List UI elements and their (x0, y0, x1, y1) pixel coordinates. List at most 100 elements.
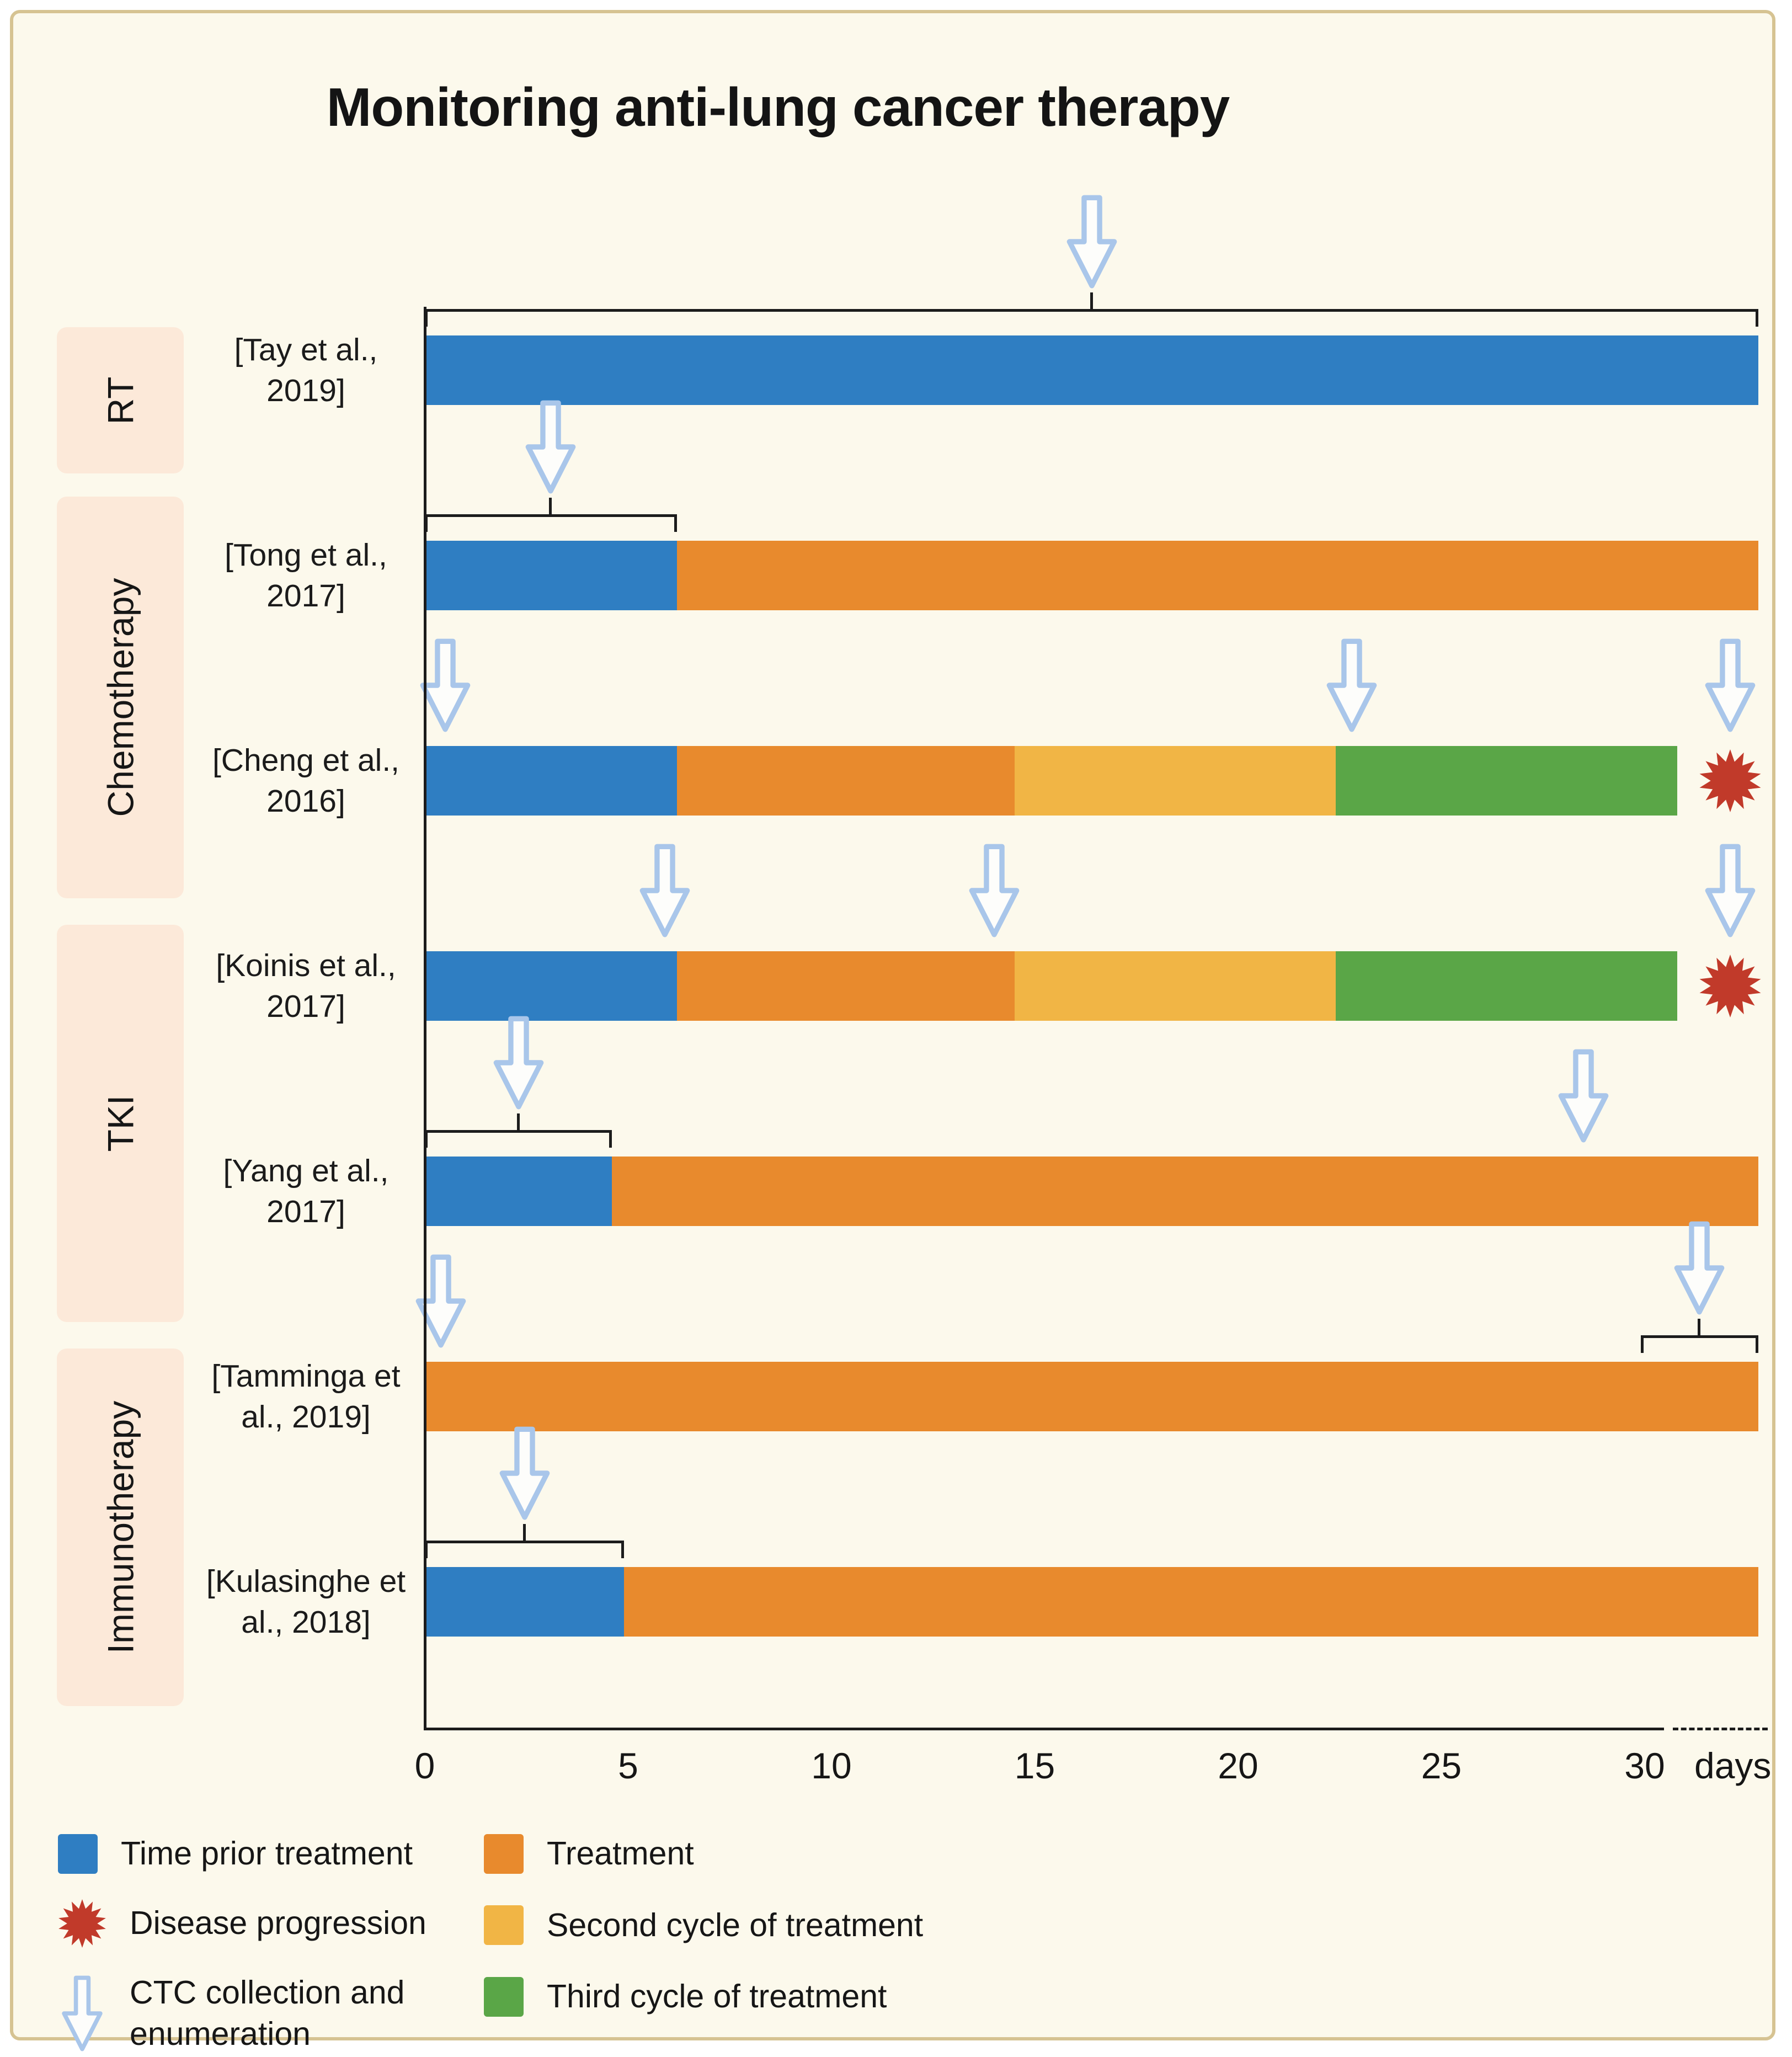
group-label-text: RT (99, 376, 141, 424)
time-prior-treatment-swatch (58, 1834, 98, 1874)
ctc-arrow (1705, 638, 1756, 732)
ctc-arrow (1559, 1049, 1609, 1143)
bracket-line (425, 514, 677, 517)
ctc-arrow-icon (1066, 194, 1118, 289)
bar-segment-treatment (425, 1362, 1759, 1431)
bracket-center-tick (516, 1113, 520, 1130)
legend-right-column: Treatment Second cycle of treatment Thir… (484, 1833, 923, 2018)
ctc-arrow (1066, 195, 1117, 289)
bar-segment-second-cycle (1014, 951, 1336, 1021)
y-axis-line (424, 307, 426, 1730)
ctc-arrow-icon (1704, 843, 1756, 938)
bracket-center-tick (1698, 1319, 1701, 1335)
bracket-center-tick (522, 1524, 526, 1541)
bracket-end-right (1756, 309, 1759, 327)
ctc-arrow (969, 844, 1020, 937)
ctc-arrow (1327, 638, 1377, 732)
ctc-arrow-icon (1326, 638, 1378, 733)
ctc-arrow (493, 1016, 543, 1110)
citation-label: [Yang et al., 2017] (223, 1153, 389, 1229)
bracket-end-right (674, 514, 677, 532)
axis-tick-label: 10 (811, 1745, 852, 1786)
treatment-swatch (484, 1834, 524, 1874)
ctc-arrow (639, 844, 690, 937)
citation-label: [Tong et al., 2017] (225, 537, 387, 614)
bar-segment-treatment (676, 951, 1015, 1021)
legend-item-third-cycle: Third cycle of treatment (484, 1976, 923, 2018)
ctc-arrow-icon (58, 1973, 106, 2054)
ctc-arrow (416, 1254, 466, 1348)
bracket-line (425, 1130, 612, 1133)
bracket-end-right (609, 1130, 612, 1148)
bracket-center-tick (1090, 292, 1093, 309)
disease-progression-icon (1699, 749, 1762, 812)
citation-label: [Kulasinghe et al., 2018] (206, 1563, 406, 1640)
legend: Time prior treatment Disease progression… (58, 1833, 923, 2055)
legend-item-ctc-collection: CTC collection and enumeration (58, 1972, 484, 2055)
axis-tick-label: 20 (1218, 1745, 1258, 1786)
axis-tick-label: 0 (414, 1745, 435, 1786)
group-label-tki: TKI (57, 925, 184, 1322)
legend-label: Time prior treatment (121, 1835, 413, 1872)
ctc-arrow (420, 638, 471, 732)
bracket-end-left (1640, 1335, 1644, 1353)
bracket-center-tick (549, 498, 552, 514)
legend-label: Second cycle of treatment (547, 1906, 924, 1943)
disease-progression-burst (58, 1899, 106, 1948)
bar-segment-treatment (676, 746, 1015, 816)
ctc-arrow-icon (1673, 1221, 1725, 1315)
citation-label: [Tamminga et al., 2019] (211, 1358, 401, 1435)
disease-progression-burst (1699, 749, 1761, 812)
axis-tick-label: 15 (1014, 1745, 1055, 1786)
bar-segment-second-cycle (1014, 746, 1336, 816)
x-axis-line (424, 1728, 1664, 1730)
legend-item-time-prior: Time prior treatment (58, 1833, 484, 1875)
bar-segment-third-cycle (1335, 951, 1677, 1021)
legend-left-column: Time prior treatment Disease progression… (58, 1833, 484, 2055)
citation-label: [Cheng et al., 2016] (212, 742, 400, 819)
ctc-arrow-icon (499, 1426, 551, 1521)
bracket-line (425, 1541, 625, 1543)
legend-item-second-cycle: Second cycle of treatment (484, 1905, 923, 1947)
legend-item-disease-progression: Disease progression (58, 1899, 484, 1948)
ctc-arrow-icon (493, 1015, 545, 1110)
group-label-text: Chemotherapy (100, 578, 141, 817)
axis-unit-label: days (1694, 1745, 1772, 1786)
group-label-rt: RT (57, 327, 184, 473)
x-axis-dashed-extension (1673, 1728, 1768, 1730)
ctc-arrow-icon (415, 1254, 467, 1349)
bar-segment-time-prior (425, 1157, 612, 1226)
ctc-arrow-icon (419, 638, 471, 733)
group-label-text: TKI (100, 1095, 141, 1152)
group-label-immunotherapy: Immunotherapy (57, 1349, 184, 1706)
bar-segment-third-cycle (1335, 746, 1677, 816)
bar-segment-time-prior (425, 951, 677, 1021)
bar-segment-time-prior (425, 335, 1759, 405)
axis-tick-label: 25 (1421, 1745, 1462, 1786)
ctc-arrow (499, 1426, 550, 1520)
ctc-arrow (526, 400, 576, 494)
disease-progression-icon (1699, 955, 1762, 1017)
bracket-line (425, 309, 1759, 312)
legend-label: Third cycle of treatment (547, 1978, 887, 2015)
bracket-line (1640, 1335, 1759, 1338)
third-cycle-swatch (484, 1976, 524, 2017)
disease-progression-icon (58, 1899, 106, 1948)
ctc-arrow-icon (525, 399, 577, 494)
disease-progression-burst (1699, 955, 1761, 1017)
citation-label: [Tay et al., 2019] (234, 332, 378, 408)
axis-tick-label: 30 (1624, 1745, 1665, 1786)
legend-label: Disease progression (130, 1904, 426, 1941)
legend-item-treatment: Treatment (484, 1833, 923, 1875)
legend-label: CTC collection and enumeration (130, 1974, 405, 2053)
group-label-chemotherapy: Chemotherapy (57, 497, 184, 898)
bracket-end-right (621, 1541, 625, 1558)
second-cycle-swatch (484, 1905, 524, 1946)
citation-label: [Koinis et al., 2017] (216, 947, 396, 1024)
legend-label: Treatment (547, 1835, 694, 1872)
ctc-arrow-icon (1558, 1048, 1609, 1143)
bar-segment-treatment (612, 1157, 1759, 1226)
bar-segment-treatment (624, 1567, 1759, 1637)
bar-segment-time-prior (425, 746, 677, 816)
bar-segment-time-prior (425, 541, 677, 610)
